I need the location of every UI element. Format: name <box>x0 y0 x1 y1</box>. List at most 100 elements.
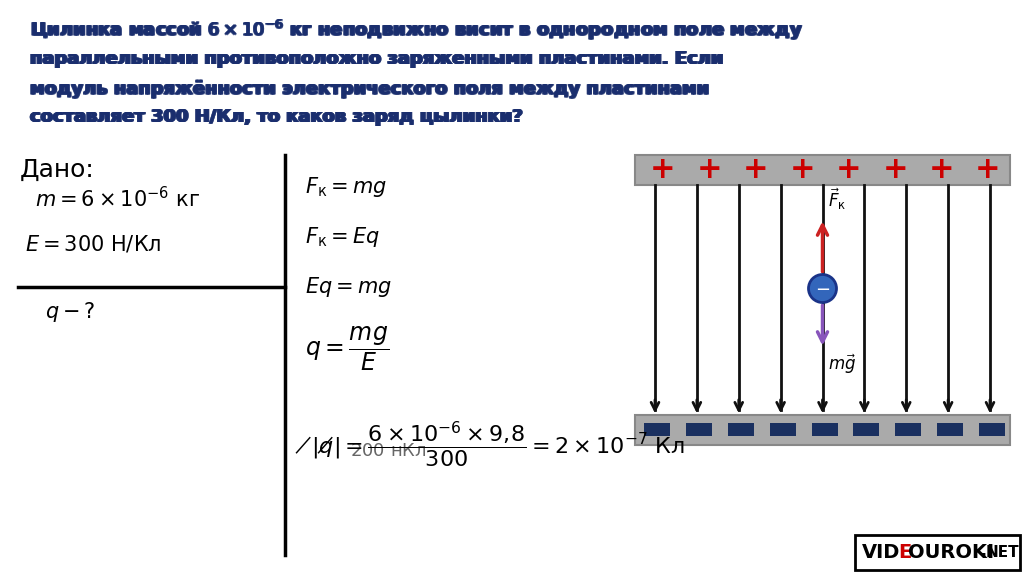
Text: модуль напряжённости электрического поля между пластинами: модуль напряжённости электрического поля… <box>31 81 711 98</box>
Bar <box>635 155 1010 185</box>
Text: составляет 300 Н/Кл, то каков заряд цылинки?: составляет 300 Н/Кл, то каков заряд цыли… <box>30 108 522 126</box>
Text: составляет 300 Н/Кл, то каков заряд цылинки?: составляет 300 Н/Кл, то каков заряд цыли… <box>30 108 522 126</box>
Text: модуль напряжённости электрического поля между пластинами: модуль напряжённости электрического поля… <box>30 79 710 98</box>
Text: +: + <box>975 156 1000 184</box>
Ellipse shape <box>809 275 837 302</box>
Text: +: + <box>929 156 954 184</box>
Text: $F_{\rm к} = Eq$: $F_{\rm к} = Eq$ <box>305 225 380 249</box>
Text: параллельными противоположно заряженными пластинами. Если: параллельными противоположно заряженными… <box>31 50 724 67</box>
Text: Цилинка массой $6 \times 10^{-6}$ кг неподвижно висит в однородном поле между: Цилинка массой $6 \times 10^{-6}$ кг неп… <box>31 18 804 43</box>
Text: модуль напряжённости электрического поля между пластинами: модуль напряжённости электрического поля… <box>31 80 710 98</box>
Text: Цилинка массой $6 \times 10^{-6}$ кг неподвижно висит в однородном поле между: Цилинка массой $6 \times 10^{-6}$ кг неп… <box>29 18 802 43</box>
Text: $-$: $-$ <box>815 279 830 297</box>
Text: модуль напряжённости электрического поля между пластинами: модуль напряжённости электрического поля… <box>30 80 710 98</box>
Bar <box>728 423 754 436</box>
Bar <box>770 423 796 436</box>
Text: E: E <box>898 543 911 562</box>
Text: модуль напряжённости электрического поля между пластинами: модуль напряжённости электрического поля… <box>29 80 708 98</box>
Text: параллельными противоположно заряженными пластинами. Если: параллельными противоположно заряженными… <box>31 51 725 69</box>
Text: параллельными противоположно заряженными пластинами. Если: параллельными противоположно заряженными… <box>31 50 725 67</box>
Text: составляет 300 Н/Кл, то каков заряд цылинки?: составляет 300 Н/Кл, то каков заряд цыли… <box>31 108 523 126</box>
Text: $m = 6 \times 10^{-6}$ кг: $m = 6 \times 10^{-6}$ кг <box>35 186 200 211</box>
Text: +: + <box>743 156 769 184</box>
Text: параллельными противоположно заряженными пластинами. Если: параллельными противоположно заряженными… <box>29 51 722 69</box>
Bar <box>644 423 670 436</box>
Bar <box>635 415 1010 445</box>
Text: NET: NET <box>986 545 1020 560</box>
Text: $\not{|}q\not{|} = \dfrac{6 \times 10^{-6} \times 9{,}8}{300} = 2 \times 10^{-7}: $\not{|}q\not{|} = \dfrac{6 \times 10^{-… <box>295 420 685 470</box>
Text: $m\vec{g}$: $m\vec{g}$ <box>827 353 856 376</box>
Text: $E = 300$ Н/Кл: $E = 300$ Н/Кл <box>25 233 162 254</box>
Bar <box>686 423 712 436</box>
Text: составляет 300 Н/Кл, то каков заряд цылинки?: составляет 300 Н/Кл, то каков заряд цыли… <box>30 108 522 126</box>
Text: Цилинка массой $6 \times 10^{-6}$ кг неподвижно висит в однородном поле между: Цилинка массой $6 \times 10^{-6}$ кг неп… <box>30 18 803 43</box>
Text: параллельными противоположно заряженными пластинами. Если: параллельными противоположно заряженными… <box>30 51 724 69</box>
Text: Цилинка массой $6 \times 10^{-6}$ кг неподвижно висит в однородном поле между: Цилинка массой $6 \times 10^{-6}$ кг неп… <box>30 18 802 42</box>
Text: $q = \dfrac{mg}{E}$: $q = \dfrac{mg}{E}$ <box>305 325 389 373</box>
Text: $Eq = mg$: $Eq = mg$ <box>305 275 392 299</box>
Text: составляет 300 Н/Кл, то каков заряд цылинки?: составляет 300 Н/Кл, то каков заряд цыли… <box>30 108 522 126</box>
Text: Цилинка массой $6 \times 10^{-6}$ кг неподвижно висит в однородном поле между: Цилинка массой $6 \times 10^{-6}$ кг неп… <box>31 18 804 42</box>
Text: +: + <box>836 156 861 184</box>
Text: Цилинка массой $6 \times 10^{-6}$ кг неподвижно висит в однородном поле между: Цилинка массой $6 \times 10^{-6}$ кг неп… <box>29 18 802 42</box>
Text: модуль напряжённости электрического поля между пластинами: модуль напряжённости электрического поля… <box>30 81 709 98</box>
Text: Цилинка массой $6 \times 10^{-6}$ кг неподвижно висит в однородном поле между: Цилинка массой $6 \times 10^{-6}$ кг неп… <box>30 17 803 41</box>
Text: составляет 300 Н/Кл, то каков заряд цылинки?: составляет 300 Н/Кл, то каков заряд цыли… <box>29 108 521 126</box>
Text: модуль напряжённости электрического поля между пластинами: модуль напряжённости электрического поля… <box>30 81 710 98</box>
Text: модуль напряжённости электрического поля между пластинами: модуль напряжённости электрического поля… <box>29 81 708 98</box>
Text: составляет 300 Н/Кл, то каков заряд цылинки?: составляет 300 Н/Кл, то каков заряд цыли… <box>31 108 524 126</box>
Bar <box>937 423 964 436</box>
Text: $200$ нКл: $200$ нКл <box>350 442 427 460</box>
Text: параллельными противоположно заряженными пластинами. Если: параллельными противоположно заряженными… <box>31 51 724 69</box>
Bar <box>853 423 880 436</box>
Text: модуль напряжённости электрического поля между пластинами: модуль напряжённости электрического поля… <box>31 81 710 98</box>
Text: Цилинка массой $6 \times 10^{-6}$ кг неподвижно висит в однородном поле между: Цилинка массой $6 \times 10^{-6}$ кг неп… <box>30 18 802 43</box>
Text: составляет 300 Н/Кл, то каков заряд цылинки?: составляет 300 Н/Кл, то каков заряд цыли… <box>31 108 524 126</box>
Text: Цилинка массой $6 \times 10^{-6}$ кг неподвижно висит в однородном поле между: Цилинка массой $6 \times 10^{-6}$ кг неп… <box>30 18 803 42</box>
Text: параллельными противоположно заряженными пластинами. Если: параллельными противоположно заряженными… <box>29 50 722 67</box>
Bar <box>811 423 838 436</box>
Text: параллельными противоположно заряженными пластинами. Если: параллельными противоположно заряженными… <box>29 50 722 68</box>
Text: +: + <box>883 156 908 184</box>
Text: Цилинка массой $6 \times 10^{-6}$ кг неподвижно висит в однородном поле между: Цилинка массой $6 \times 10^{-6}$ кг неп… <box>31 17 803 41</box>
Text: $q - ?$: $q - ?$ <box>45 300 95 324</box>
Text: параллельными противоположно заряженными пластинами. Если: параллельными противоположно заряженными… <box>30 50 724 67</box>
Text: параллельными противоположно заряженными пластинами. Если: параллельными противоположно заряженными… <box>31 50 725 68</box>
Text: Цилинка массой $6 \times 10^{-6}$ кг неподвижно висит в однородном поле между: Цилинка массой $6 \times 10^{-6}$ кг неп… <box>31 18 803 42</box>
Text: составляет 300 Н/Кл, то каков заряд цылинки?: составляет 300 Н/Кл, то каков заряд цыли… <box>31 108 524 127</box>
Text: +: + <box>650 156 676 184</box>
Text: составляет 300 Н/Кл, то каков заряд цылинки?: составляет 300 Н/Кл, то каков заряд цыли… <box>30 108 522 127</box>
Text: параллельными противоположно заряженными пластинами. Если: параллельными противоположно заряженными… <box>30 51 723 69</box>
Text: модуль напряжённости электрического поля между пластинами: модуль напряжённости электрического поля… <box>31 80 711 98</box>
Text: Цилинка массой $6 \times 10^{-6}$ кг неподвижно висит в однородном поле между: Цилинка массой $6 \times 10^{-6}$ кг неп… <box>30 18 803 42</box>
Text: модуль напряжённости электрического поля между пластинами: модуль напряжённости электрического поля… <box>30 80 709 98</box>
Bar <box>855 535 1020 570</box>
Text: составляет 300 Н/Кл, то каков заряд цылинки?: составляет 300 Н/Кл, то каков заряд цыли… <box>31 108 523 127</box>
Text: составляет 300 Н/Кл, то каков заряд цылинки?: составляет 300 Н/Кл, то каков заряд цыли… <box>30 108 522 126</box>
Text: параллельными противоположно заряженными пластинами. Если: параллельными противоположно заряженными… <box>30 50 724 68</box>
Text: Цилинка массой $6 \times 10^{-6}$ кг неподвижно висит в однородном поле между: Цилинка массой $6 \times 10^{-6}$ кг неп… <box>29 17 802 41</box>
Text: составляет 300 Н/Кл, то каков заряд цылинки?: составляет 300 Н/Кл, то каков заряд цыли… <box>30 108 522 127</box>
Text: Дано:: Дано: <box>20 158 95 182</box>
Text: VID: VID <box>862 543 900 562</box>
Text: +: + <box>790 156 815 184</box>
Bar <box>895 423 922 436</box>
Text: Цилинка массой $6 \times 10^{-6}$ кг неподвижно висит в однородном поле между: Цилинка массой $6 \times 10^{-6}$ кг неп… <box>31 17 804 41</box>
Text: +: + <box>696 156 722 184</box>
Text: $F_{\rm к} = mg$: $F_{\rm к} = mg$ <box>305 175 387 199</box>
Text: параллельными противоположно заряженными пластинами. Если: параллельными противоположно заряженными… <box>30 50 723 68</box>
Text: модуль напряжённости электрического поля между пластинами: модуль напряжённости электрического поля… <box>30 80 710 98</box>
Text: составляет 300 Н/Кл, то каков заряд цылинки?: составляет 300 Н/Кл, то каков заряд цыли… <box>29 108 521 127</box>
Text: Цилинка массой $6 \times 10^{-6}$ кг неподвижно висит в однородном поле между: Цилинка массой $6 \times 10^{-6}$ кг неп… <box>30 17 802 41</box>
Text: модуль напряжённости электрического поля между пластинами: модуль напряжённости электрического поля… <box>31 79 711 98</box>
Text: параллельными противоположно заряженными пластинами. Если: параллельными противоположно заряженными… <box>30 50 723 67</box>
Text: параллельными противоположно заряженными пластинами. Если: параллельными противоположно заряженными… <box>31 50 724 68</box>
Text: Цилинка массой $6 \times 10^{-6}$ кг неподвижно висит в однородном поле между: Цилинка массой $6 \times 10^{-6}$ кг неп… <box>31 18 803 43</box>
Text: параллельными противоположно заряженными пластинами. Если: параллельными противоположно заряженными… <box>30 50 724 68</box>
Text: .: . <box>980 542 987 561</box>
Text: модуль напряжённости электрического поля между пластинами: модуль напряжённости электрического поля… <box>31 79 710 98</box>
Text: модуль напряжённости электрического поля между пластинами: модуль напряжённости электрического поля… <box>29 79 708 98</box>
Text: $\vec{F}_{\rm к}$: $\vec{F}_{\rm к}$ <box>828 187 847 213</box>
Bar <box>979 423 1005 436</box>
Text: составляет 300 Н/Кл, то каков заряд цылинки?: составляет 300 Н/Кл, то каков заряд цыли… <box>31 108 523 126</box>
